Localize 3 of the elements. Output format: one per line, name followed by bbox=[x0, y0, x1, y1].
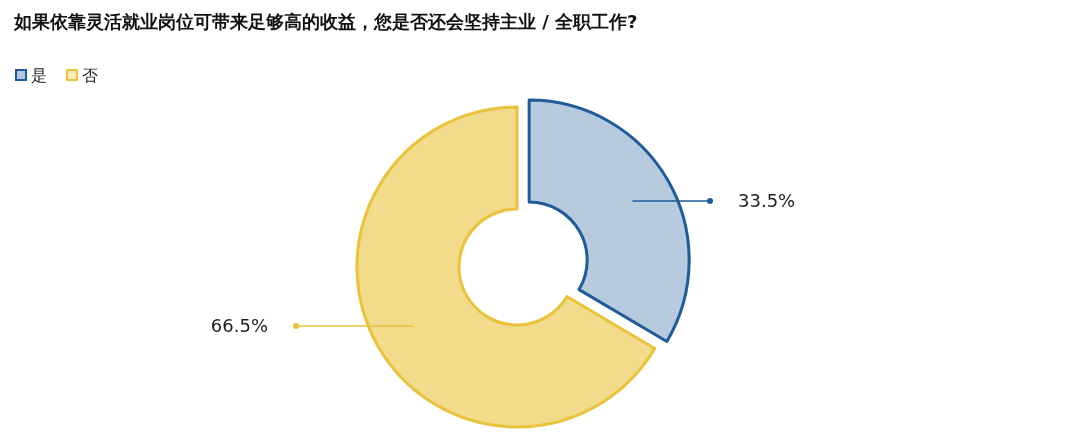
title: 如果依靠灵活就业岗位可带来足够高的收益，您是否还会坚持主业 / 全职工作? bbox=[14, 11, 638, 32]
legend-label: 是 bbox=[31, 66, 47, 85]
legend-label: 否 bbox=[82, 66, 98, 85]
